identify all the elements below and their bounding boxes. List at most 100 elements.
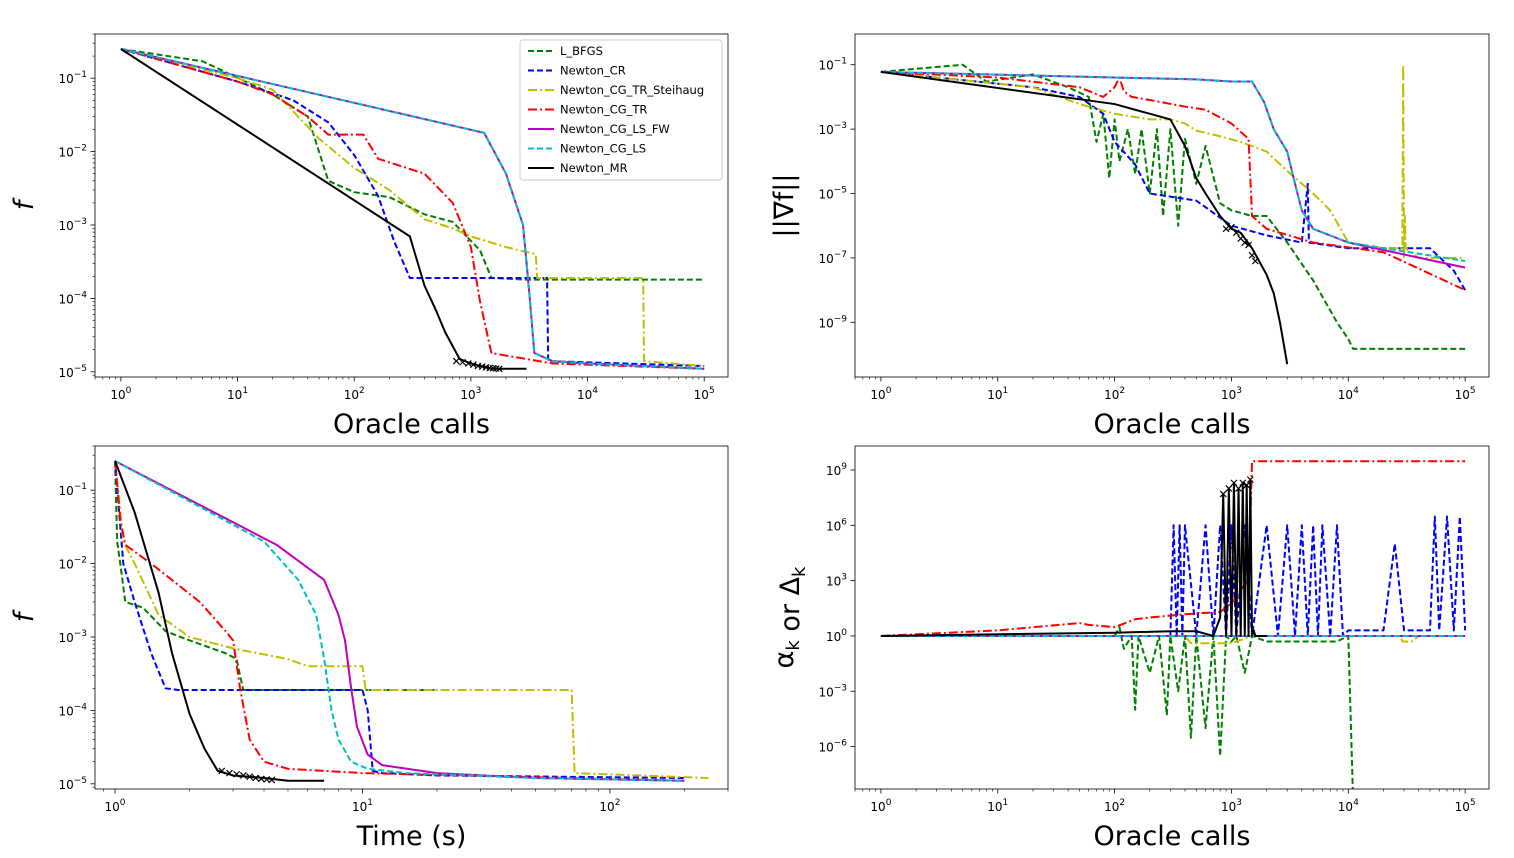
x-axis-label: Oracle calls — [1094, 821, 1251, 852]
x-tick-label: 100 — [110, 386, 131, 402]
y-axis-label: αk or Δk — [769, 566, 810, 669]
series-line-Newton_CR — [114, 460, 685, 780]
x-tick-label: 102 — [1104, 386, 1125, 402]
subplot-grad-norm-vs-oracle-calls: 100 101 102 103 104 105 10−9 10−7 10−5 10−3 10−1 Or… — [769, 33, 1490, 440]
x-tick-label: 102 — [344, 386, 365, 402]
series-marker — [1232, 229, 1240, 237]
legend-box — [519, 39, 723, 181]
x-tick-label: 103 — [460, 386, 481, 402]
series-line-Newton_CG_TR — [120, 48, 705, 370]
x-tick-label: 101 — [987, 386, 1008, 402]
x-tick-label: 105 — [1455, 386, 1476, 402]
minor-ticks — [854, 377, 1461, 380]
x-tick-label: 100 — [105, 798, 126, 814]
series-line-Newton_CG_LS — [114, 460, 685, 782]
series-marker — [239, 772, 247, 779]
x-axis-label: Oracle calls — [1094, 409, 1251, 440]
y-tick-label: 10−1 — [818, 57, 847, 73]
y-tick-label: 10−3 — [818, 121, 847, 137]
y-axis-label: f — [9, 609, 40, 622]
legend-label: L_BFGS — [560, 44, 603, 58]
x-tick-label: 100 — [870, 386, 891, 402]
y-tick-label: 10−3 — [818, 683, 847, 699]
series-line-Newton_CR — [880, 515, 1467, 637]
y-tick-label: 10−3 — [58, 217, 87, 233]
x-tick-label: 104 — [577, 386, 598, 402]
plot-frame — [854, 445, 1490, 790]
x-tick-label: 101 — [987, 798, 1008, 814]
x-tick-label: 100 — [870, 798, 891, 814]
y-tick-label: 10−2 — [58, 144, 87, 160]
x-axis-label: Oracle calls — [333, 409, 490, 440]
series-marker — [459, 358, 467, 366]
x-tick-label: 105 — [694, 386, 715, 402]
series-marker — [252, 774, 260, 782]
series-line-Newton_CG_TR_Steihaug — [880, 634, 1466, 645]
x-tick-label: 105 — [1455, 798, 1476, 814]
series-marker — [1235, 485, 1242, 492]
series-line-Newton_MR — [880, 478, 1267, 637]
y-tick-label: 10−4 — [58, 290, 87, 306]
series-line-Newton_CG_LS_FW — [114, 460, 685, 782]
x-tick-label: 102 — [599, 798, 620, 814]
y-tick-label: 106 — [826, 517, 847, 533]
minor-ticks — [92, 33, 700, 380]
series-marker — [1241, 239, 1249, 246]
series-marker — [1225, 485, 1233, 492]
series-marker — [226, 769, 233, 777]
y-tick-label: 10−5 — [58, 776, 87, 792]
series-marker — [495, 365, 503, 373]
series-group — [120, 47, 705, 373]
plot-frame — [854, 33, 1490, 378]
series-line-L_BFGS — [114, 460, 437, 691]
series-marker — [452, 357, 460, 365]
legend-label: Newton_CG_TR_Steihaug — [560, 83, 704, 97]
subplot-f-vs-oracle-calls: 100 101 102 103 104 105 10−5 10−4 10−3 10−2 10−1 Or… — [9, 33, 729, 440]
series-line-Newton_CG_LS — [120, 48, 705, 370]
y-tick-label: 100 — [826, 628, 847, 644]
series-line-Newton_MR — [120, 48, 527, 370]
minor-ticks — [854, 789, 1461, 792]
series-marker — [1246, 476, 1254, 484]
series-marker — [1239, 479, 1247, 487]
series-marker — [233, 770, 241, 778]
series-marker — [1230, 479, 1238, 487]
series-marker — [218, 767, 226, 775]
legend: L_BFGS Newton_CR Newton_CG_TR_Steihaug Newt… — [519, 39, 723, 181]
y-tick-label: 10−7 — [818, 250, 847, 266]
x-tick-label: 102 — [1104, 798, 1125, 814]
series-marker — [1251, 257, 1259, 265]
y-tick-label: 10−3 — [58, 629, 87, 645]
series-line-Newton_CG_TR — [880, 70, 1466, 292]
series-marker — [246, 773, 254, 781]
x-tick-label: 103 — [1221, 386, 1242, 402]
series-line-Newton_CR — [880, 70, 1467, 291]
series-marker — [268, 776, 276, 784]
y-tick-label: 10−4 — [58, 702, 87, 718]
y-axis-label: ||∇f|| — [769, 174, 800, 238]
series-line-Newton_CG_TR — [114, 460, 685, 782]
series-line-L_BFGS — [880, 626, 1354, 789]
subplot-step-size-vs-oracle-calls: 100 101 102 103 104 105 10−6 10−3 100 103 106 109 Or… — [769, 445, 1490, 852]
y-tick-label: 10−9 — [818, 314, 847, 330]
plot-frame — [94, 33, 729, 378]
series-marker — [1222, 225, 1230, 233]
series-group — [114, 460, 709, 784]
series-line-Newton_CG_TR_Steihaug — [880, 63, 1466, 259]
y-tick-label: 103 — [826, 573, 847, 589]
series-marker — [1243, 481, 1251, 489]
series-marker — [1228, 223, 1235, 231]
series-marker — [464, 360, 472, 367]
x-tick-label: 104 — [1338, 798, 1359, 814]
series-group — [880, 63, 1467, 365]
y-tick-label: 10−2 — [58, 556, 87, 572]
legend-label: Newton_MR — [560, 161, 628, 175]
x-tick-label: 101 — [352, 798, 373, 814]
x-axis-label: Time (s) — [356, 821, 467, 852]
legend-label: Newton_CG_TR — [560, 103, 647, 117]
y-tick-label: 10−6 — [818, 739, 847, 755]
subplot-f-vs-time: 100 101 102 10−5 10−4 10−3 10−2 10−1 Time (s) f — [9, 445, 729, 852]
series-line-L_BFGS — [880, 63, 1466, 350]
series-marker — [1245, 241, 1252, 249]
